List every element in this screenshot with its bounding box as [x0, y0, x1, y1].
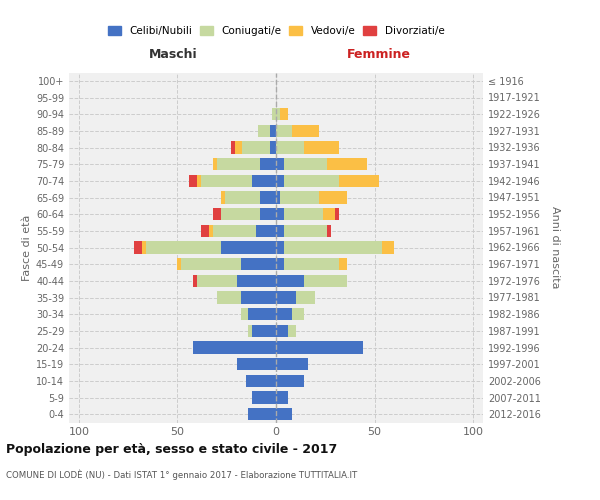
- Bar: [225, 191, 260, 204]
- Bar: [276, 358, 308, 370]
- Bar: [304, 274, 347, 287]
- Bar: [280, 108, 288, 120]
- Bar: [292, 308, 304, 320]
- Bar: [288, 324, 296, 337]
- Bar: [270, 141, 276, 154]
- Bar: [201, 174, 253, 187]
- Bar: [253, 391, 276, 404]
- Bar: [276, 291, 296, 304]
- Bar: [276, 224, 284, 237]
- Bar: [276, 124, 292, 137]
- Bar: [272, 108, 276, 120]
- Bar: [323, 208, 335, 220]
- Bar: [253, 324, 276, 337]
- Bar: [284, 258, 339, 270]
- Bar: [304, 141, 339, 154]
- Bar: [146, 242, 221, 254]
- Bar: [276, 274, 304, 287]
- Bar: [209, 224, 213, 237]
- Y-axis label: Anni di nascita: Anni di nascita: [550, 206, 560, 288]
- Bar: [178, 258, 181, 270]
- Bar: [181, 258, 241, 270]
- Bar: [339, 258, 347, 270]
- Bar: [213, 224, 256, 237]
- Bar: [241, 291, 276, 304]
- Bar: [284, 242, 382, 254]
- Bar: [213, 208, 221, 220]
- Bar: [327, 224, 331, 237]
- Bar: [382, 242, 394, 254]
- Bar: [241, 308, 248, 320]
- Bar: [276, 408, 292, 420]
- Bar: [236, 358, 276, 370]
- Bar: [276, 308, 292, 320]
- Bar: [276, 108, 280, 120]
- Bar: [248, 324, 253, 337]
- Bar: [284, 158, 327, 170]
- Bar: [217, 291, 241, 304]
- Bar: [260, 191, 276, 204]
- Bar: [256, 224, 276, 237]
- Y-axis label: Fasce di età: Fasce di età: [22, 214, 32, 280]
- Legend: Celibi/Nubili, Coniugati/e, Vedovi/e, Divorziati/e: Celibi/Nubili, Coniugati/e, Vedovi/e, Di…: [106, 24, 446, 38]
- Bar: [276, 208, 284, 220]
- Bar: [213, 158, 217, 170]
- Text: Maschi: Maschi: [149, 48, 198, 61]
- Bar: [241, 258, 276, 270]
- Bar: [235, 141, 242, 154]
- Bar: [339, 174, 379, 187]
- Bar: [230, 141, 235, 154]
- Bar: [335, 208, 339, 220]
- Bar: [270, 124, 276, 137]
- Bar: [221, 208, 260, 220]
- Bar: [248, 408, 276, 420]
- Bar: [221, 242, 276, 254]
- Bar: [276, 158, 284, 170]
- Bar: [197, 274, 236, 287]
- Bar: [236, 274, 276, 287]
- Bar: [327, 158, 367, 170]
- Bar: [276, 258, 284, 270]
- Bar: [221, 191, 225, 204]
- Bar: [280, 191, 319, 204]
- Bar: [258, 124, 270, 137]
- Bar: [134, 242, 142, 254]
- Bar: [142, 242, 146, 254]
- Bar: [253, 174, 276, 187]
- Bar: [193, 274, 197, 287]
- Bar: [247, 374, 276, 387]
- Bar: [248, 308, 276, 320]
- Bar: [276, 341, 363, 354]
- Bar: [201, 224, 209, 237]
- Bar: [276, 324, 288, 337]
- Bar: [260, 208, 276, 220]
- Bar: [319, 191, 347, 204]
- Bar: [189, 174, 197, 187]
- Bar: [284, 174, 339, 187]
- Bar: [276, 141, 304, 154]
- Bar: [193, 341, 276, 354]
- Bar: [276, 191, 280, 204]
- Bar: [276, 242, 284, 254]
- Bar: [296, 291, 316, 304]
- Bar: [197, 174, 201, 187]
- Bar: [276, 391, 288, 404]
- Text: COMUNE DI LODÈ (NU) - Dati ISTAT 1° gennaio 2017 - Elaborazione TUTTITALIA.IT: COMUNE DI LODÈ (NU) - Dati ISTAT 1° genn…: [6, 470, 357, 480]
- Text: Popolazione per età, sesso e stato civile - 2017: Popolazione per età, sesso e stato civil…: [6, 442, 337, 456]
- Bar: [292, 124, 319, 137]
- Bar: [260, 158, 276, 170]
- Bar: [276, 174, 284, 187]
- Bar: [284, 208, 323, 220]
- Text: Femmine: Femmine: [347, 48, 410, 61]
- Bar: [276, 374, 304, 387]
- Bar: [217, 158, 260, 170]
- Bar: [284, 224, 327, 237]
- Bar: [242, 141, 270, 154]
